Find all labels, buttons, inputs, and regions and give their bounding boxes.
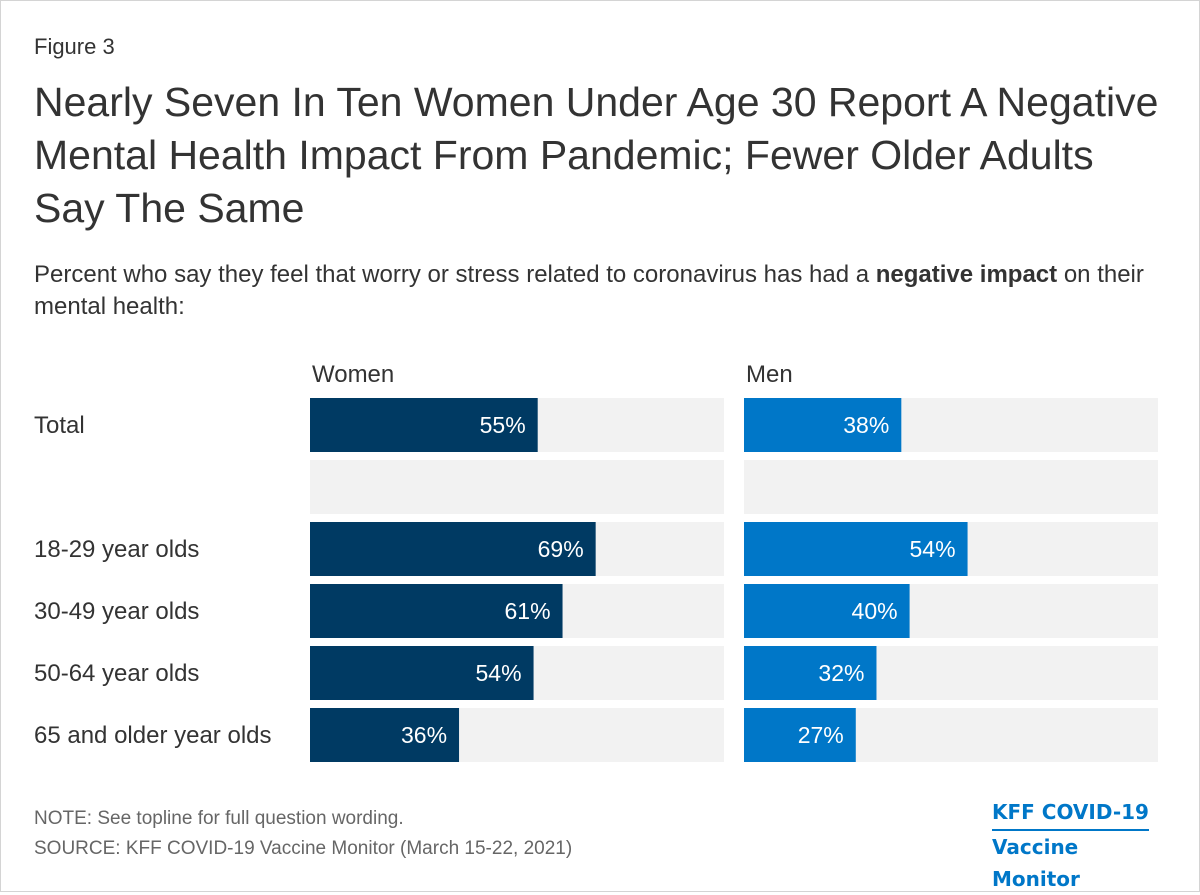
kff-logo: KFF COVID-19 Vaccine Monitor [992,796,1170,895]
bar-track-men-1 [744,460,1158,514]
bar-value-women-30-49-year-olds: 61% [504,598,550,624]
subtitle-bold: negative impact [875,261,1058,288]
subtitle-suffix: on their mental health: [34,261,1144,320]
bar-value-men-30-49-year-olds: 40% [852,598,898,624]
bar-value-women-total: 55% [480,412,526,438]
bar-women-total [310,398,538,452]
row-label-30-49-year-olds: 30-49 year olds [34,598,199,625]
chart-notes: NOTE: See topline for full question word… [34,804,572,864]
bar-women-18-29-year-olds [310,522,596,576]
bar-women-30-49-year-olds [310,584,563,638]
bar-value-men-18-29-year-olds: 54% [910,536,956,562]
bar-value-women-65-and-older-year-olds: 36% [401,722,447,748]
bar-men-18-29-year-olds [744,522,968,576]
bar-men-50-64-year-olds [744,646,877,700]
note-text: NOTE: See topline for full question word… [34,808,404,829]
bar-value-women-18-29-year-olds: 69% [538,536,584,562]
bar-men-total [744,398,902,452]
chart-subtitle: Percent who say they feel that worry or … [34,259,1174,323]
bar-men-30-49-year-olds [744,584,910,638]
source-text: SOURCE: KFF COVID-19 Vaccine Monitor (Ma… [34,838,573,859]
figure-label: Figure 3 [34,34,115,59]
row-label-50-64-year-olds: 50-64 year olds [34,660,199,687]
bar-men-65-and-older-year-olds [744,708,856,762]
logo-line-2: Vaccine Monitor [992,835,1080,891]
row-label-18-29-year-olds: 18-29 year olds [34,536,199,563]
bar-women-50-64-year-olds [310,646,534,700]
chart-title: Nearly Seven In Ten Women Under Age 30 R… [34,79,1159,231]
bar-value-men-65-and-older-year-olds: 27% [798,722,844,748]
bar-value-men-50-64-year-olds: 32% [818,660,864,686]
row-label-65-and-older-year-olds: 65 and older year olds [34,722,272,749]
bar-value-women-50-64-year-olds: 54% [476,660,522,686]
subtitle-prefix: Percent who say they feel that worry or … [34,261,876,288]
panel-label-women: Women [312,361,394,388]
row-label-total: Total [34,412,85,439]
panel-label-men: Men [746,361,793,388]
logo-line-1: KFF COVID-19 [992,796,1149,831]
bar-track-women-1 [310,460,724,514]
bar-value-men-total: 38% [843,412,889,438]
bar-women-65-and-older-year-olds [310,708,460,762]
